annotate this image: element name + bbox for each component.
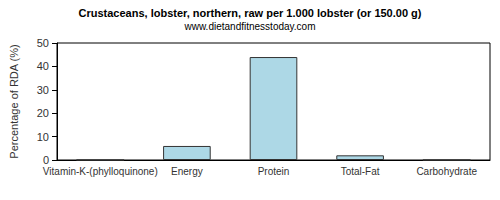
svg-text:30: 30 — [37, 84, 49, 96]
svg-text:Energy: Energy — [171, 166, 203, 177]
svg-text:0: 0 — [43, 154, 49, 166]
svg-text:Vitamin-K-(phylloquinone): Vitamin-K-(phylloquinone) — [43, 166, 158, 177]
svg-text:40: 40 — [37, 60, 49, 72]
svg-text:Crustaceans, lobster, northern: Crustaceans, lobster, northern, raw per … — [79, 7, 422, 19]
svg-text:Protein: Protein — [258, 166, 290, 177]
svg-text:Carbohydrate: Carbohydrate — [416, 166, 477, 177]
svg-text:10: 10 — [37, 131, 49, 143]
svg-text:Total-Fat: Total-Fat — [341, 166, 380, 177]
svg-text:50: 50 — [37, 37, 49, 49]
svg-text:20: 20 — [37, 107, 49, 119]
svg-text:Percentage of RDA (%): Percentage of RDA (%) — [8, 44, 20, 158]
svg-text:www.dietandfitnesstoday.com: www.dietandfitnesstoday.com — [184, 21, 316, 32]
